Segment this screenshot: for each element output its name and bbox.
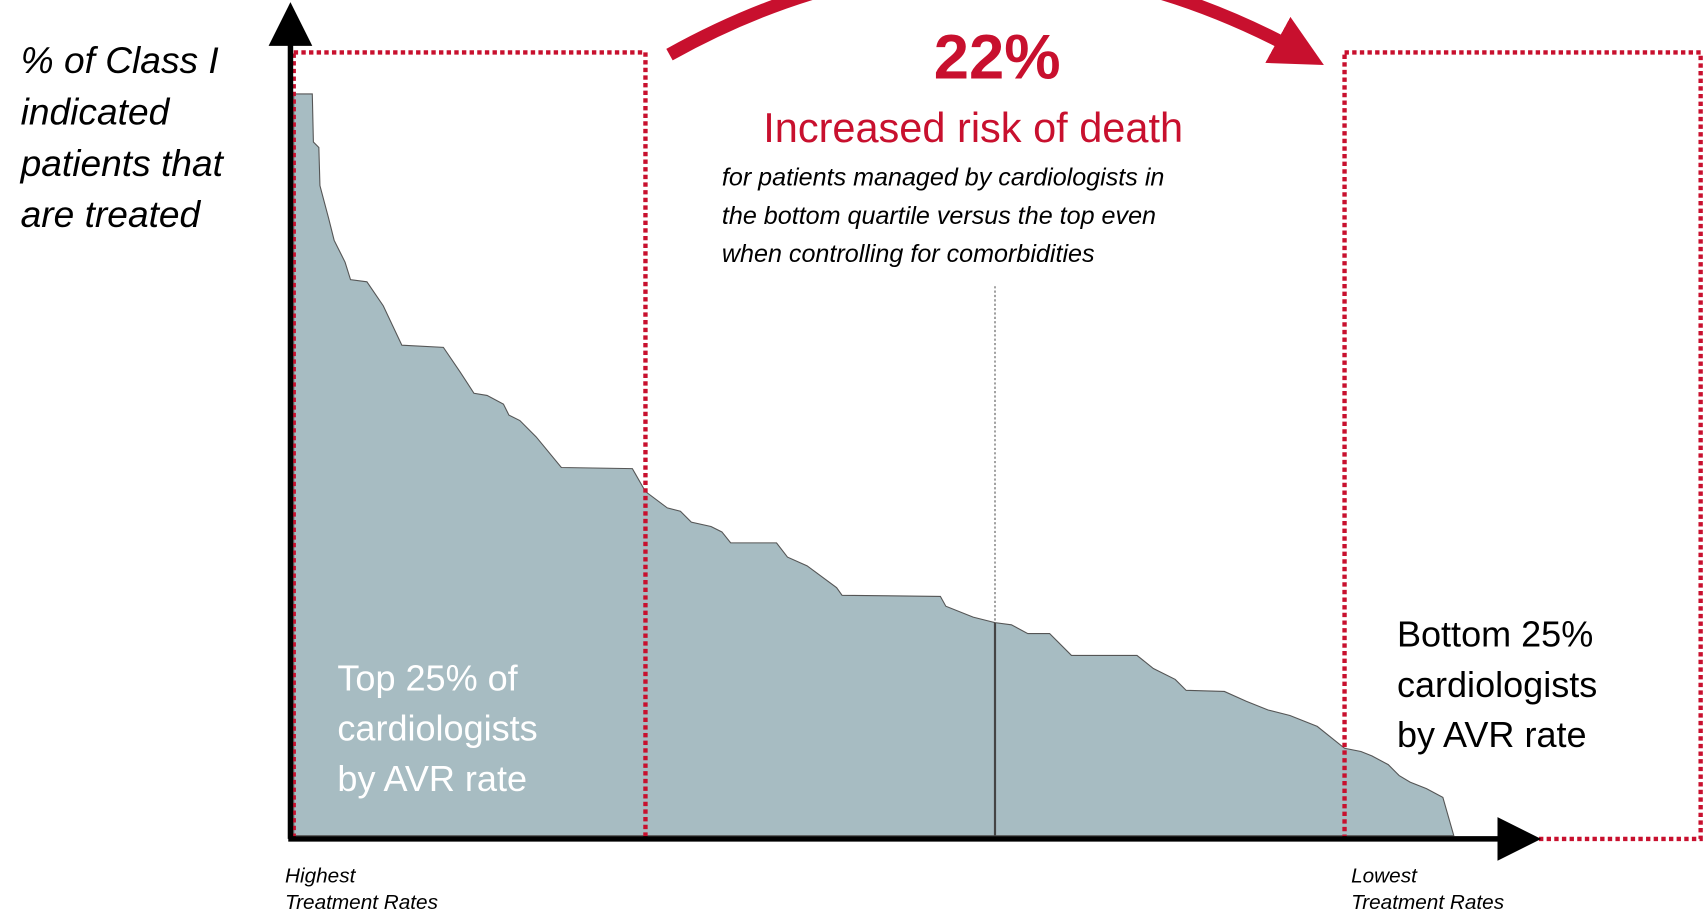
text-line: when controlling for comorbidities (722, 240, 1095, 268)
text-line: Treatment Rates (285, 891, 438, 911)
text-line: Increased risk of death (763, 104, 1183, 151)
risk-arrow (666, 0, 1324, 65)
text-line: cardiologists (1397, 664, 1597, 705)
text-line: Highest (285, 865, 357, 888)
text-line: Lowest (1351, 865, 1418, 888)
text-line: by AVR rate (337, 758, 527, 799)
text-line: % of Class I (21, 39, 219, 81)
top-quartile-box (291, 50, 648, 842)
text-line: Bottom 25% (1397, 614, 1593, 655)
text-line: indicated (21, 91, 171, 133)
text-line: are treated (21, 193, 202, 235)
text-line: Treatment Rates (1351, 891, 1504, 911)
bottom-quartile-box (1342, 50, 1703, 842)
text-line: the bottom quartile versus the top even (722, 202, 1156, 230)
distribution-area (293, 93, 1455, 837)
labels: % of Class I indicated patients that are tr… (20, 23, 1598, 911)
text-line: Top 25% of (337, 657, 518, 698)
text-line: patients that (20, 142, 225, 184)
text-line: cardiologists (337, 708, 537, 749)
text-line: by AVR rate (1397, 714, 1587, 755)
text-line: for patients managed by cardiologists in (722, 164, 1164, 192)
text-line: 22% (934, 23, 1061, 93)
